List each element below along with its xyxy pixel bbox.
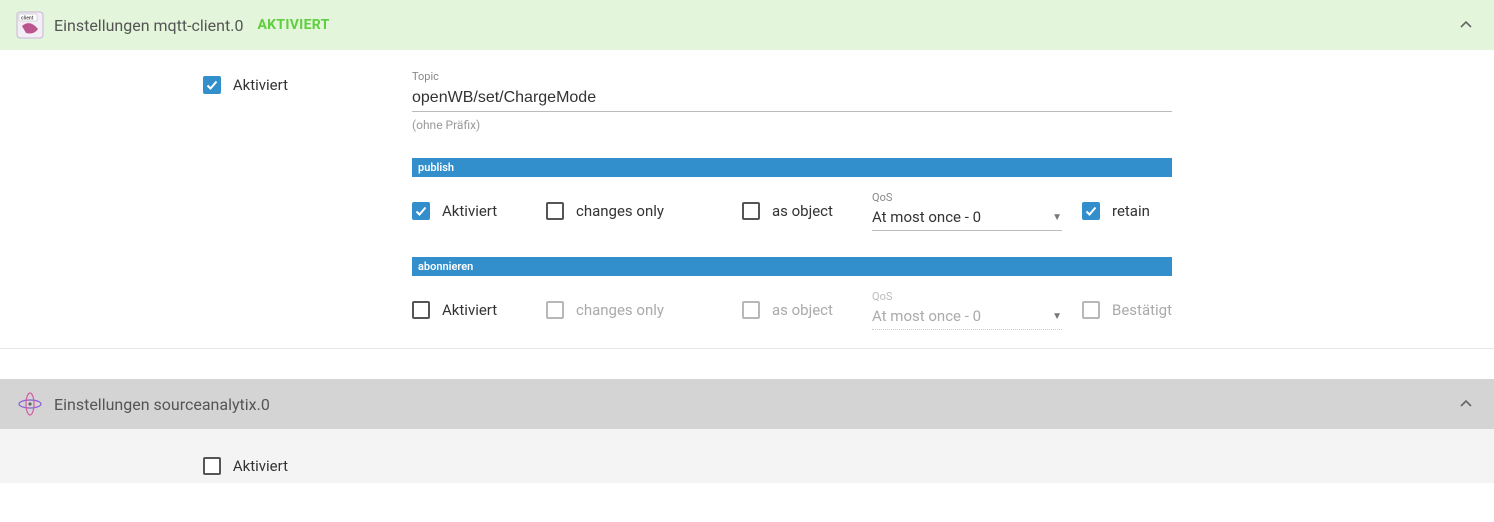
abonnieren-as-object-label: as object bbox=[772, 301, 833, 319]
publish-qos-select[interactable]: At most once - 0 ▼ bbox=[872, 204, 1062, 231]
publish-changes-only-label: changes only bbox=[576, 202, 664, 220]
publish-qos[interactable]: QoS At most once - 0 ▼ bbox=[872, 191, 1082, 231]
abonnieren-bestaetigt: Bestätigt bbox=[1082, 301, 1172, 319]
activated-checkbox[interactable] bbox=[203, 457, 221, 475]
topic-input[interactable] bbox=[412, 83, 1172, 112]
abonnieren-changes-only-checkbox bbox=[546, 301, 564, 319]
publish-retain-label: retain bbox=[1112, 202, 1150, 220]
publish-as-object[interactable]: as object bbox=[742, 202, 872, 220]
section-abonnieren: abonnieren bbox=[412, 257, 1172, 276]
abonnieren-as-object: as object bbox=[742, 301, 872, 319]
abonnieren-qos-label: QoS bbox=[872, 290, 1082, 303]
activated-label: Aktiviert bbox=[233, 76, 288, 94]
activated-checkbox[interactable] bbox=[203, 76, 221, 94]
svg-text:client: client bbox=[21, 16, 34, 22]
activated-checkbox-wrap[interactable]: Aktiviert bbox=[203, 76, 288, 94]
section-publish: publish bbox=[412, 158, 1172, 177]
publish-retain[interactable]: retain bbox=[1082, 202, 1150, 220]
panel-header-sourceanalytix[interactable]: Einstellungen sourceanalytix.0 bbox=[0, 379, 1494, 429]
abonnieren-aktiviert[interactable]: Aktiviert bbox=[412, 301, 546, 319]
abonnieren-bestaetigt-checkbox bbox=[1082, 301, 1100, 319]
publish-as-object-label: as object bbox=[772, 202, 833, 220]
publish-aktiviert[interactable]: Aktiviert bbox=[412, 202, 546, 220]
publish-qos-value: At most once - 0 bbox=[872, 208, 981, 226]
abonnieren-changes-only: changes only bbox=[546, 301, 742, 319]
abonnieren-aktiviert-label: Aktiviert bbox=[442, 301, 497, 319]
panel-status-badge: AKTIVIERT bbox=[257, 17, 329, 33]
panel-title: Einstellungen mqtt-client.0 bbox=[54, 16, 243, 35]
activated-checkbox-wrap[interactable]: Aktiviert bbox=[203, 457, 288, 475]
publish-changes-only[interactable]: changes only bbox=[546, 202, 742, 220]
panel-body-mqtt: Aktiviert Topic (ohne Präfix) publish Ak… bbox=[0, 50, 1494, 379]
publish-options-row: Aktiviert changes only as object QoS At … bbox=[412, 191, 1172, 231]
abonnieren-as-object-checkbox bbox=[742, 301, 760, 319]
abonnieren-bestaetigt-label: Bestätigt bbox=[1112, 301, 1172, 319]
topic-hint: (ohne Präfix) bbox=[412, 118, 1172, 132]
chevron-up-icon[interactable] bbox=[1456, 394, 1476, 414]
publish-aktiviert-checkbox[interactable] bbox=[412, 202, 430, 220]
panel-title: Einstellungen sourceanalytix.0 bbox=[54, 395, 270, 414]
topic-field: Topic (ohne Präfix) bbox=[412, 70, 1172, 132]
sourceanalytix-icon bbox=[16, 390, 44, 418]
publish-as-object-checkbox[interactable] bbox=[742, 202, 760, 220]
abonnieren-qos-select: At most once - 0 ▼ bbox=[872, 303, 1062, 330]
panel-header-mqtt[interactable]: client Einstellungen mqtt-client.0 AKTIV… bbox=[0, 0, 1494, 50]
activated-label: Aktiviert bbox=[233, 457, 288, 475]
abonnieren-qos: QoS At most once - 0 ▼ bbox=[872, 290, 1082, 330]
topic-label: Topic bbox=[412, 70, 1172, 83]
dropdown-arrow-icon: ▼ bbox=[1052, 212, 1062, 223]
mqtt-client-icon: client bbox=[16, 11, 44, 39]
abonnieren-aktiviert-checkbox[interactable] bbox=[412, 301, 430, 319]
publish-changes-only-checkbox[interactable] bbox=[546, 202, 564, 220]
abonnieren-changes-only-label: changes only bbox=[576, 301, 664, 319]
abonnieren-qos-value: At most once - 0 bbox=[872, 307, 981, 325]
publish-aktiviert-label: Aktiviert bbox=[442, 202, 497, 220]
publish-retain-checkbox[interactable] bbox=[1082, 202, 1100, 220]
abonnieren-options-row: Aktiviert changes only as object QoS At … bbox=[412, 290, 1172, 330]
chevron-up-icon[interactable] bbox=[1456, 15, 1476, 35]
publish-qos-label: QoS bbox=[872, 191, 1082, 204]
divider bbox=[0, 348, 1494, 349]
dropdown-arrow-icon: ▼ bbox=[1052, 311, 1062, 322]
panel-body-sourceanalytix: Aktiviert bbox=[0, 429, 1494, 483]
